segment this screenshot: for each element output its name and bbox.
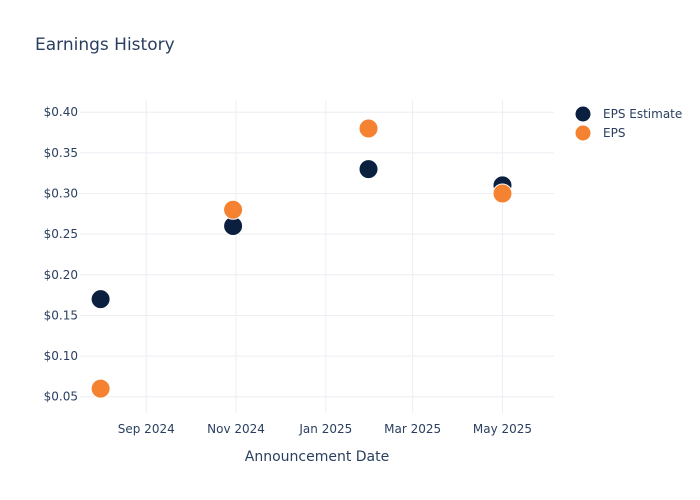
x-tick-label-2: Jan 2025 [298,422,352,436]
x-tick-label-3: Mar 2025 [384,422,441,436]
x-tick-label-0: Sep 2024 [118,422,175,436]
legend-label-0[interactable]: EPS Estimate [603,107,682,121]
y-tick-label-0: $0.05 [44,390,78,404]
chart-title: Earnings History [35,35,175,55]
point-eps-estimate-2[interactable] [358,159,379,180]
point-eps-3[interactable] [492,183,513,204]
x-tick-label-1: Nov 2024 [207,422,265,436]
y-tick-label-7: $0.40 [44,105,78,119]
y-tick-label-4: $0.25 [44,227,78,241]
legend-label-1[interactable]: EPS [603,126,625,140]
data-points [90,118,513,399]
x-axis-ticks: Sep 2024 Nov 2024 Jan 2025 Mar 2025 May 2025 [118,422,532,436]
y-tick-label-3: $0.20 [44,268,78,282]
point-eps-estimate-0[interactable] [90,289,111,310]
x-tick-label-4: May 2025 [473,422,532,436]
x-axis-title: Announcement Date [245,449,389,465]
y-axis-ticks: $0.05 $0.10 $0.15 $0.20 $0.25 $0.30 $0.35 $0.40 [44,105,78,404]
point-eps-1[interactable] [223,199,244,220]
legend: EPS Estimate EPS [574,105,682,142]
point-eps-2[interactable] [358,118,379,139]
y-tick-label-6: $0.35 [44,146,78,160]
point-eps-0[interactable] [90,378,111,399]
y-tick-label-1: $0.10 [44,349,78,363]
y-tick-label-2: $0.15 [44,308,78,322]
legend-marker-1[interactable] [574,124,592,142]
grid-lines [80,100,554,413]
legend-marker-0[interactable] [574,105,592,123]
y-tick-label-5: $0.30 [44,186,78,200]
